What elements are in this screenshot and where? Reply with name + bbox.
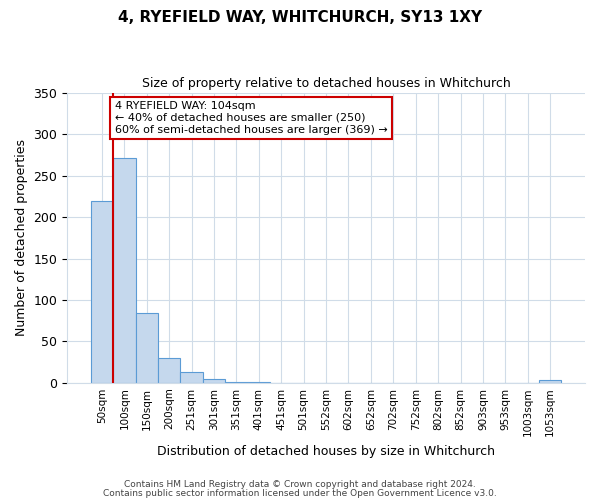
Bar [91,200,113,382]
Bar [113,158,136,382]
Text: Contains HM Land Registry data © Crown copyright and database right 2024.: Contains HM Land Registry data © Crown c… [124,480,476,489]
Bar [181,372,203,382]
Text: Contains public sector information licensed under the Open Government Licence v3: Contains public sector information licen… [103,489,497,498]
X-axis label: Distribution of detached houses by size in Whitchurch: Distribution of detached houses by size … [157,444,495,458]
Y-axis label: Number of detached properties: Number of detached properties [15,140,28,336]
Text: 4, RYEFIELD WAY, WHITCHURCH, SY13 1XY: 4, RYEFIELD WAY, WHITCHURCH, SY13 1XY [118,10,482,25]
Bar [158,358,181,382]
Title: Size of property relative to detached houses in Whitchurch: Size of property relative to detached ho… [142,78,511,90]
Bar [136,313,158,382]
Bar [539,380,562,382]
Text: 4 RYEFIELD WAY: 104sqm
← 40% of detached houses are smaller (250)
60% of semi-de: 4 RYEFIELD WAY: 104sqm ← 40% of detached… [115,102,388,134]
Bar [203,380,225,382]
